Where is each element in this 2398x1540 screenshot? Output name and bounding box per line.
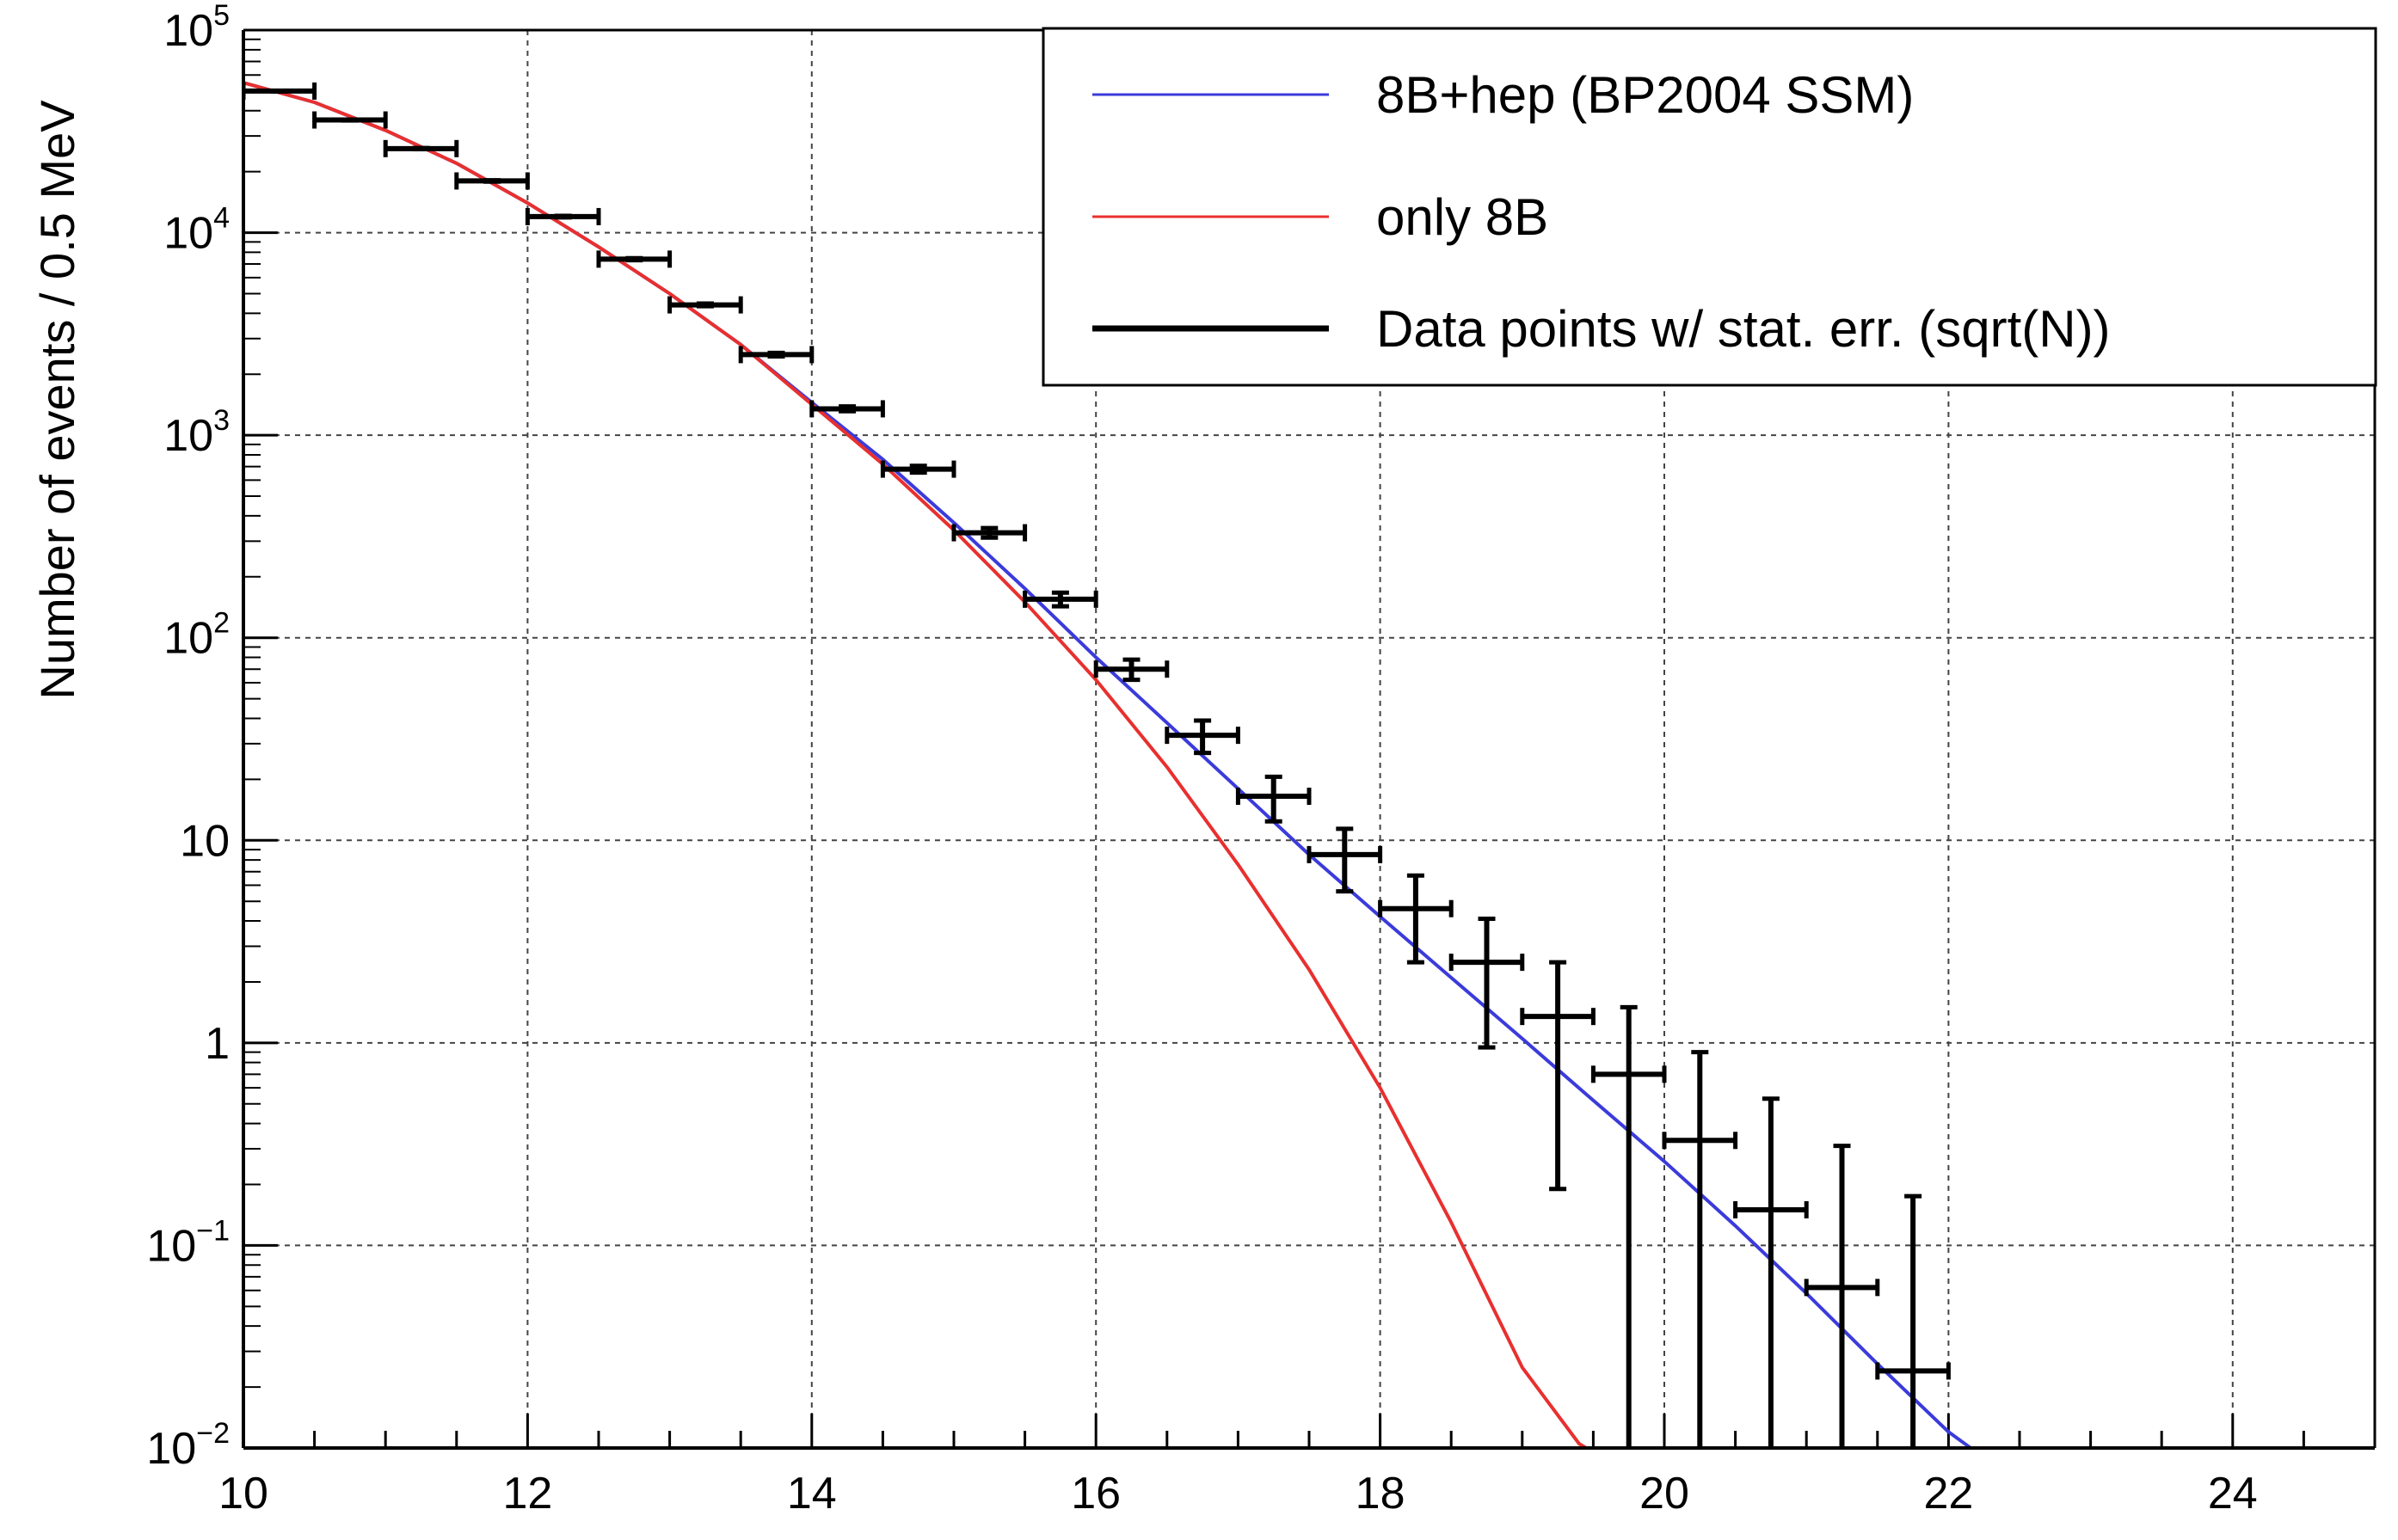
data-point	[383, 139, 459, 157]
data-point	[1804, 1144, 1880, 1448]
x-tick-label: 20	[1639, 1469, 1689, 1519]
data-point	[1378, 873, 1454, 965]
data-point	[951, 524, 1028, 542]
data-point	[880, 460, 956, 478]
y-tick-label: 1	[205, 1019, 230, 1069]
label-layer: Number of events / 0.5 MeV 10 12 14 16 18 20 2…	[30, 0, 2258, 1519]
data-point	[1520, 960, 1596, 1192]
data-point	[1307, 826, 1383, 894]
x-tick-label: 16	[1071, 1469, 1121, 1519]
data-point	[596, 250, 673, 268]
x-tick-label: 24	[2208, 1469, 2258, 1519]
x-tick-label: 14	[787, 1469, 837, 1519]
data-point	[312, 111, 388, 129]
y-tick-label: 10	[180, 816, 230, 866]
minor-tick-layer	[242, 28, 2376, 1450]
data-point	[667, 296, 743, 314]
data-point	[454, 172, 530, 190]
legend-label: Data points w/ stat. err. (sqrt(N))	[1376, 300, 2111, 358]
data-point	[738, 346, 815, 364]
data-point	[1733, 1096, 1809, 1448]
data-point	[1662, 1050, 1738, 1448]
x-tick-label: 22	[1923, 1469, 1973, 1519]
data-point	[525, 207, 601, 225]
data-point	[243, 82, 317, 100]
data-point	[1093, 657, 1170, 683]
data-point	[809, 400, 885, 418]
data-point	[1590, 1004, 1667, 1448]
y-tick-label: 103	[163, 404, 230, 461]
data-point	[1165, 718, 1240, 756]
data-point	[1235, 774, 1312, 824]
data-point	[1023, 590, 1098, 609]
legend-label: only 8B	[1376, 188, 1548, 246]
y-axis-label: Number of events / 0.5 MeV	[30, 100, 84, 700]
x-tick-label: 12	[502, 1469, 552, 1519]
y-tick-label: 104	[163, 202, 230, 259]
x-tick-label: 18	[1356, 1469, 1405, 1519]
legend-label: 8B+hep (BP2004 SSM)	[1376, 66, 1914, 124]
series-layer	[243, 81, 2375, 1448]
data-point	[1875, 1193, 1951, 1448]
data-point	[1448, 917, 1525, 1050]
legend: 8B+hep (BP2004 SSM) only 8B Data points w/…	[1042, 27, 2377, 387]
x-tick-label: 10	[218, 1469, 268, 1519]
